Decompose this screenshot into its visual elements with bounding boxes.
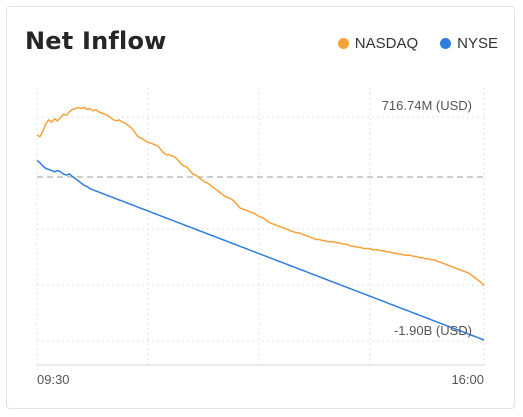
legend: NASDAQ NYSE	[337, 35, 498, 52]
series-line-nasdaq	[36, 106, 485, 287]
legend-item-nyse[interactable]: NYSE	[440, 35, 498, 52]
x-tick-label-end: 16:00	[451, 372, 484, 387]
series-line-nyse	[36, 159, 485, 341]
net-inflow-card: Net Inflow NASDAQ NYSE	[6, 6, 515, 409]
legend-item-nasdaq[interactable]: NASDAQ	[337, 35, 419, 52]
x-tick-label-start: 09:30	[37, 372, 70, 387]
grid-lines	[36, 88, 485, 366]
chart-title: Net Inflow	[25, 27, 167, 55]
legend-label-nasdaq: NASDAQ	[354, 35, 419, 52]
y-tick-label-bottom: -1.90B (USD)	[394, 323, 472, 338]
legend-dot-nyse	[440, 38, 452, 49]
legend-label-nyse: NYSE	[457, 35, 498, 52]
y-tick-label-top: 716.74M (USD)	[382, 98, 472, 113]
legend-dot-nasdaq	[337, 38, 349, 49]
